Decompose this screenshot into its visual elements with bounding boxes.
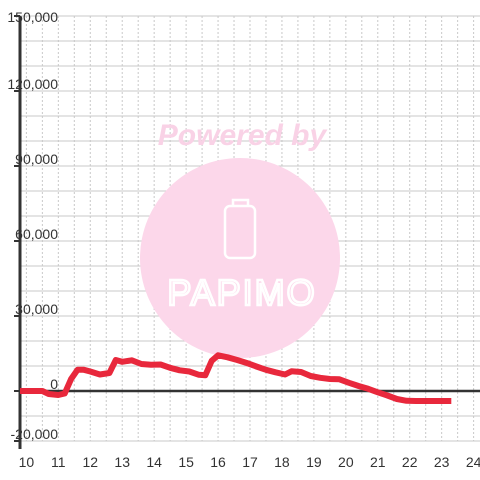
watermark-powered-by: Powered by bbox=[158, 119, 328, 152]
series-line bbox=[20, 352, 452, 404]
y-tick-label: 150,000 bbox=[7, 9, 58, 25]
y-tick-label: 60,000 bbox=[15, 226, 58, 242]
x-tick-label: 17 bbox=[242, 454, 258, 470]
series-layer bbox=[19, 352, 452, 404]
x-tick-label: 15 bbox=[178, 454, 194, 470]
watermark-logo-text: PAPIMO bbox=[167, 272, 316, 313]
y-tick-label: 90,000 bbox=[15, 151, 58, 167]
x-tick-label: 18 bbox=[274, 454, 290, 470]
watermark: Powered by PAPIMO bbox=[140, 119, 340, 358]
y-tick-label: -20,000 bbox=[11, 426, 59, 442]
axes bbox=[14, 15, 480, 449]
x-tick-label: 14 bbox=[146, 454, 162, 470]
y-tick-label: 120,000 bbox=[7, 76, 58, 92]
x-tick-label: 11 bbox=[51, 454, 66, 470]
y-tick-label: 30,000 bbox=[15, 301, 58, 317]
x-tick-label: 22 bbox=[402, 454, 418, 470]
x-tick-label: 10 bbox=[19, 454, 35, 470]
x-tick-label: 24 bbox=[466, 454, 480, 470]
x-tick-label: 20 bbox=[338, 454, 354, 470]
y-tick-labels: 150,000 120,000 90,000 60,000 30,000 0 -20,000 bbox=[7, 9, 58, 442]
phone-icon bbox=[223, 198, 257, 260]
x-tick-label: 12 bbox=[82, 454, 98, 470]
x-tick-label: 16 bbox=[210, 454, 226, 470]
x-tick-label: 23 bbox=[434, 454, 450, 470]
x-tick-label: 21 bbox=[370, 454, 386, 470]
x-tick-label: 13 bbox=[114, 454, 130, 470]
x-tick-label: 19 bbox=[306, 454, 322, 470]
y-tick-label: 0 bbox=[50, 376, 58, 392]
x-tick-labels: 10 11 12 13 14 15 16 17 18 19 20 21 22 23 24 bbox=[19, 454, 480, 470]
